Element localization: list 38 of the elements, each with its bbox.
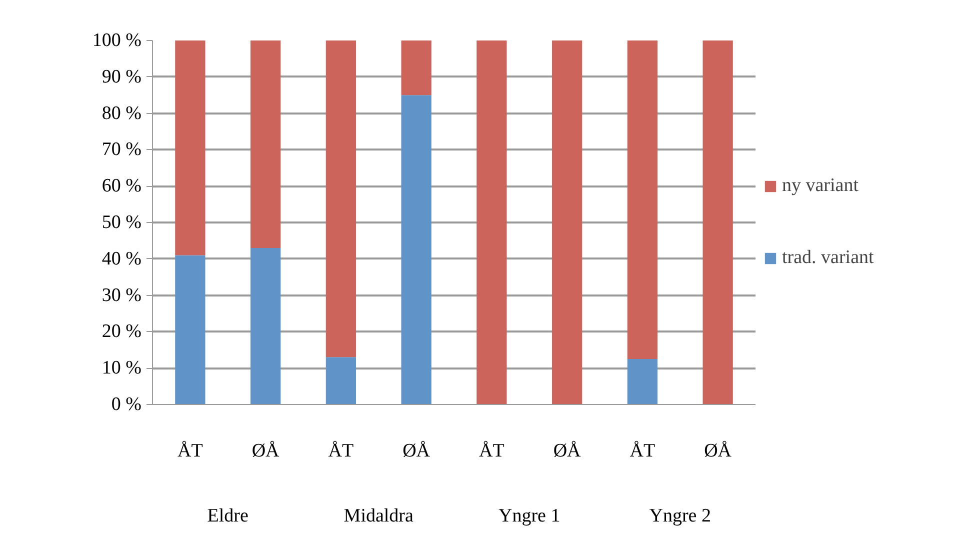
x-tick-label: ÅT	[328, 440, 354, 462]
legend-label: ny variant	[782, 175, 859, 197]
bar	[476, 40, 507, 404]
y-tick-label: 20 %	[102, 321, 142, 342]
x-tick-label: ØÅ	[553, 440, 582, 462]
bar	[250, 40, 281, 248]
y-tick-label: 0 %	[111, 394, 142, 415]
bar	[401, 95, 432, 404]
text: Yngre 1	[498, 506, 560, 526]
y-tick-label: 10 %	[102, 358, 142, 379]
bar	[702, 40, 733, 404]
y-tick-label: 50 %	[102, 212, 142, 233]
bar	[326, 357, 356, 404]
bar	[250, 248, 281, 404]
bar	[552, 40, 582, 404]
y-tick-label: 30 %	[102, 284, 142, 306]
legend-label: trad. variant	[782, 247, 874, 269]
bar	[175, 255, 206, 404]
y-tick-label: 40 %	[102, 248, 142, 270]
x-tick-label: ØÅ	[252, 440, 280, 462]
text: Yngre 2	[649, 506, 711, 526]
y-tick-label: 100 %	[92, 30, 142, 51]
y-tick-label: 70 %	[102, 139, 142, 160]
bar	[326, 40, 356, 358]
bar	[401, 40, 432, 96]
x-tick-label: ÅT	[178, 440, 204, 462]
y-tick-label: 90 %	[102, 66, 142, 88]
bar	[627, 359, 658, 404]
x-tick-label: ÅT	[630, 440, 656, 462]
x-tick-label: ØÅ	[402, 440, 430, 462]
x-tick-label: ØÅ	[704, 440, 732, 462]
bar	[175, 40, 206, 256]
y-tick-label: 80 %	[102, 102, 142, 124]
text: Eldre	[207, 506, 248, 526]
y-tick-label: 60 %	[102, 176, 142, 197]
bar	[627, 40, 658, 359]
x-tick-label: ÅT	[479, 440, 505, 462]
text: Midaldra	[344, 506, 414, 526]
